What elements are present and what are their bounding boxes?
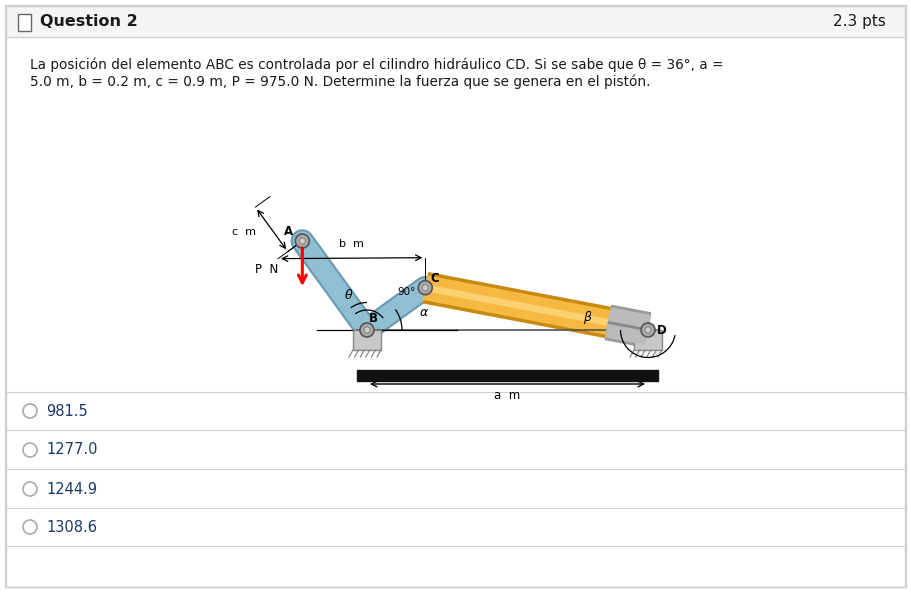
Bar bbox=[18, 14, 31, 31]
Circle shape bbox=[363, 327, 370, 333]
Text: 5.0 m, b = 0.2 m, c = 0.9 m, P = 975.0 N. Determine la fuerza que se genera en e: 5.0 m, b = 0.2 m, c = 0.9 m, P = 975.0 N… bbox=[30, 75, 650, 89]
Circle shape bbox=[422, 285, 428, 291]
Bar bbox=[357, 370, 658, 381]
Text: 981.5: 981.5 bbox=[46, 404, 87, 419]
Text: Question 2: Question 2 bbox=[40, 14, 138, 29]
Circle shape bbox=[360, 323, 374, 337]
Circle shape bbox=[295, 234, 310, 248]
Circle shape bbox=[645, 327, 651, 333]
Text: c  m: c m bbox=[232, 227, 256, 237]
Text: A: A bbox=[284, 225, 293, 238]
Circle shape bbox=[418, 281, 432, 295]
Text: a  m: a m bbox=[495, 389, 520, 402]
Text: 1244.9: 1244.9 bbox=[46, 481, 97, 497]
Text: 2.3 pts: 2.3 pts bbox=[834, 14, 886, 29]
Text: C: C bbox=[430, 272, 439, 285]
Text: b  m: b m bbox=[339, 239, 364, 249]
Circle shape bbox=[299, 238, 305, 244]
Text: 1308.6: 1308.6 bbox=[46, 520, 97, 535]
Text: $\beta$: $\beta$ bbox=[583, 310, 593, 327]
Circle shape bbox=[641, 323, 655, 337]
Text: D: D bbox=[657, 323, 667, 336]
Text: 90°: 90° bbox=[397, 287, 415, 297]
Text: $\alpha$: $\alpha$ bbox=[419, 305, 429, 318]
Bar bbox=[634, 330, 662, 350]
Text: P  N: P N bbox=[255, 262, 279, 275]
Text: La posición del elemento ABC es controlada por el cilindro hidráulico CD. Si se : La posición del elemento ABC es controla… bbox=[30, 58, 723, 72]
Text: $\theta$: $\theta$ bbox=[344, 288, 353, 302]
Text: B: B bbox=[369, 312, 378, 325]
Text: 1277.0: 1277.0 bbox=[46, 442, 97, 458]
Bar bbox=[353, 330, 381, 350]
FancyBboxPatch shape bbox=[5, 5, 906, 587]
Bar bbox=[6, 6, 905, 37]
